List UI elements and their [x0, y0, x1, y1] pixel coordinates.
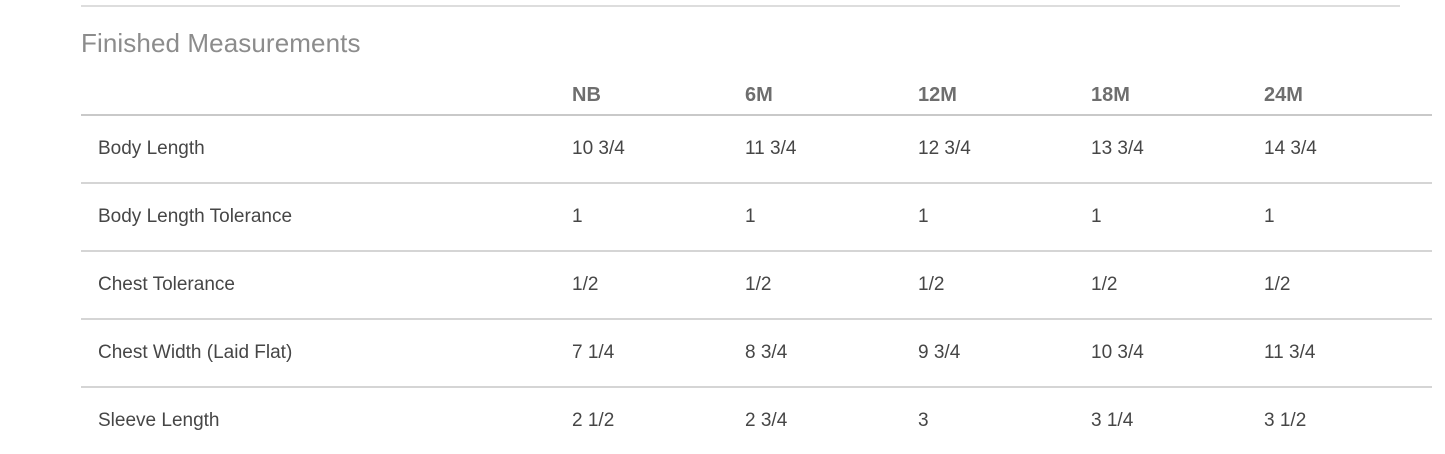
- cell-body-length-6m: 11 3/4: [740, 115, 913, 184]
- column-header-12m: 12M: [913, 76, 1086, 116]
- row-label-body-length-tolerance: Body Length Tolerance: [81, 183, 567, 252]
- cell-chest-width-12m: 9 3/4: [913, 319, 1086, 388]
- table-row: Chest Width (Laid Flat) 7 1/4 8 3/4 9 3/…: [81, 319, 1432, 388]
- table-row: Body Length Tolerance 1 1 1 1 1: [81, 183, 1432, 252]
- cell-body-length-tolerance-nb: 1: [567, 183, 740, 252]
- panel-top-divider: [81, 5, 1400, 7]
- finished-measurements-panel: Finished Measurements NB 6M 12M 18M 24M …: [81, 5, 1432, 431]
- cell-sleeve-length-6m: 2 3/4: [745, 410, 788, 431]
- row-label-chest-tolerance: Chest Tolerance: [81, 251, 567, 320]
- cell-chest-width-24m: 11 3/4: [1259, 319, 1432, 388]
- cell-body-length-24m: 14 3/4: [1259, 115, 1432, 184]
- row-label-body-length: Body Length: [81, 115, 567, 184]
- table-header-row: NB 6M 12M 18M 24M: [81, 76, 1432, 116]
- cell-chest-tolerance-12m: 1/2: [913, 251, 1086, 320]
- cell-chest-width-6m: 8 3/4: [740, 319, 913, 388]
- cell-body-length-tolerance-12m: 1: [913, 183, 1086, 252]
- cell-body-length-tolerance-24m: 1: [1259, 183, 1432, 252]
- cell-chest-width-18m: 10 3/4: [1086, 319, 1259, 388]
- cell-chest-tolerance-nb: 1/2: [567, 251, 740, 320]
- cell-chest-tolerance-18m: 1/2: [1086, 251, 1259, 320]
- table-row: Body Length 10 3/4 11 3/4 12 3/4 13 3/4 …: [81, 115, 1432, 184]
- cell-sleeve-length-24m: 3 1/2: [1264, 410, 1307, 431]
- cell-body-length-nb: 10 3/4: [567, 115, 740, 184]
- table-body: Body Length 10 3/4 11 3/4 12 3/4 13 3/4 …: [81, 115, 1432, 454]
- column-header-6m: 6M: [740, 76, 913, 116]
- table-row: Sleeve Length 2 1/2 2 3/4 3 3 1/4 3 1/2: [81, 387, 1432, 454]
- size-chart-table: NB 6M 12M 18M 24M Body Length 10 3/4 11 …: [81, 76, 1432, 454]
- table-row: Chest Tolerance 1/2 1/2 1/2 1/2 1/2: [81, 251, 1432, 320]
- cell-sleeve-length-18m: 3 1/4: [1091, 410, 1134, 431]
- table-header: NB 6M 12M 18M 24M: [81, 76, 1432, 116]
- row-label-chest-width-laid-flat: Chest Width (Laid Flat): [81, 319, 567, 388]
- cell-chest-tolerance-6m: 1/2: [740, 251, 913, 320]
- cell-sleeve-length-nb: 2 1/2: [572, 410, 615, 431]
- column-header-24m: 24M: [1259, 76, 1432, 116]
- cell-chest-width-nb: 7 1/4: [567, 319, 740, 388]
- column-header-nb: NB: [567, 76, 740, 116]
- cell-chest-tolerance-24m: 1/2: [1259, 251, 1432, 320]
- cell-sleeve-length-12m: 3: [918, 410, 929, 431]
- row-label-sleeve-length: Sleeve Length: [98, 410, 220, 431]
- cell-body-length-tolerance-18m: 1: [1086, 183, 1259, 252]
- cell-body-length-18m: 13 3/4: [1086, 115, 1259, 184]
- cell-body-length-12m: 12 3/4: [913, 115, 1086, 184]
- page-title: Finished Measurements: [81, 28, 361, 58]
- column-header-18m: 18M: [1086, 76, 1259, 116]
- column-header-measurement: [81, 76, 567, 116]
- cell-body-length-tolerance-6m: 1: [740, 183, 913, 252]
